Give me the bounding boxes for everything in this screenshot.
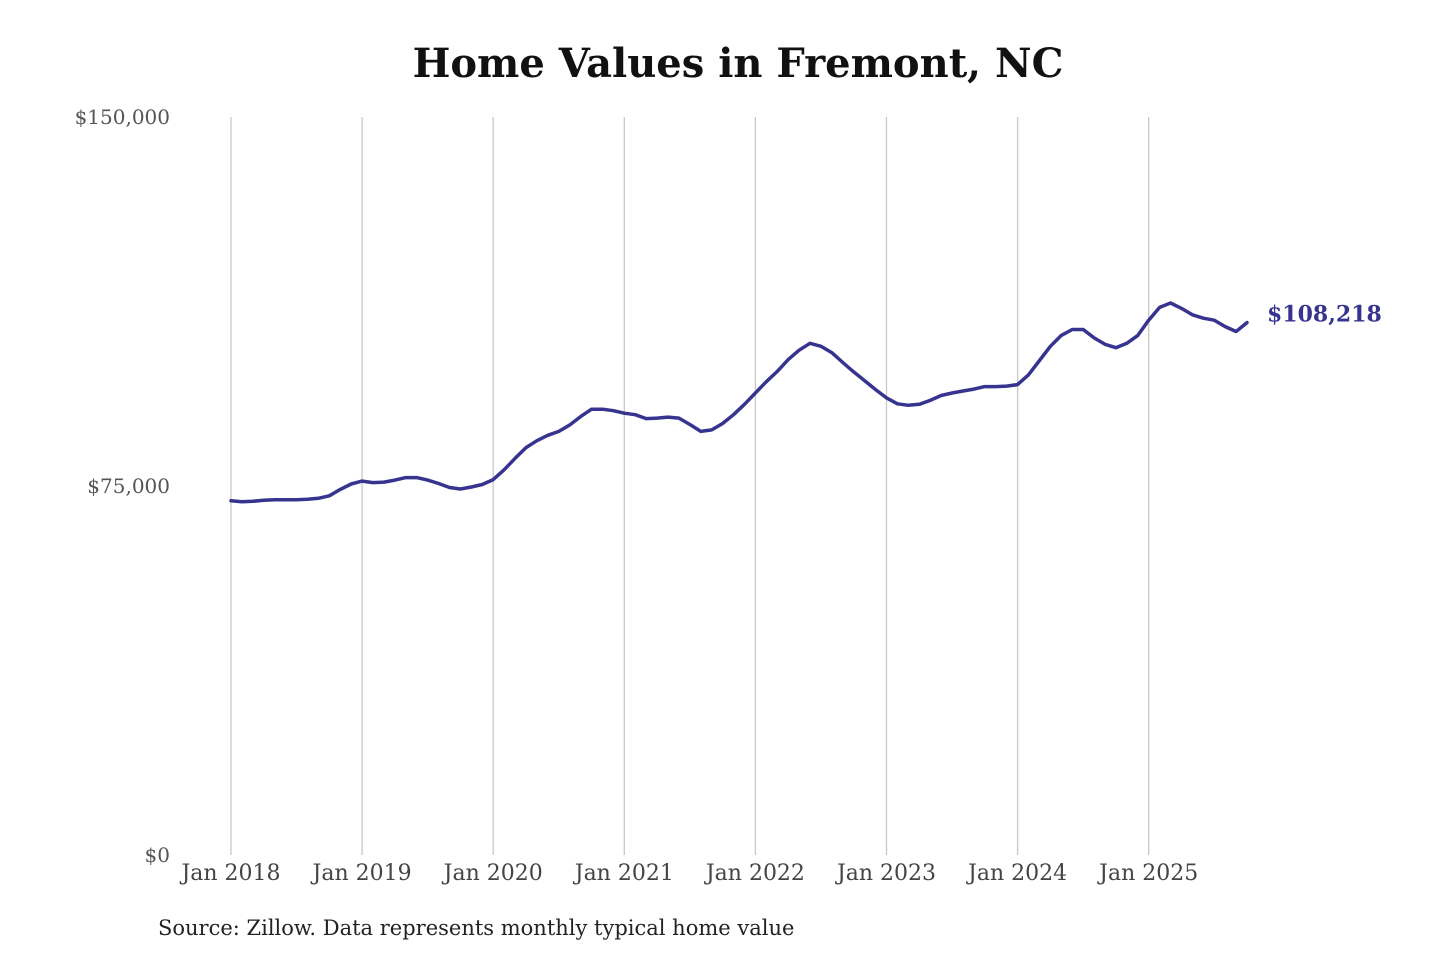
series-layer xyxy=(229,301,1249,504)
chart-title: Home Values in Fremont, NC xyxy=(412,40,1064,87)
y-tick-label: $75,000 xyxy=(87,474,170,498)
end-label-layer: $108,218 xyxy=(1267,302,1382,328)
x-tick-label: Jan 2022 xyxy=(704,861,805,886)
x-axis-tick-labels: Jan 2018 Jan 2019 Jan 2020 Jan 2021 Jan 2022… xyxy=(179,861,1198,886)
gridlines xyxy=(230,117,1150,855)
x-tick-label: Jan 2018 xyxy=(179,861,280,886)
x-tick-label: Jan 2020 xyxy=(442,861,543,886)
y-axis-tick-labels: $0 $75,000 $150,000 xyxy=(75,105,170,867)
x-tick-label: Jan 2024 xyxy=(966,861,1067,886)
x-tick-label: Jan 2025 xyxy=(1097,861,1198,886)
x-tick-label: Jan 2019 xyxy=(311,861,412,886)
end-value-label: $108,218 xyxy=(1267,302,1382,328)
y-tick-label: $150,000 xyxy=(75,105,170,129)
x-tick-label: Jan 2023 xyxy=(835,861,936,886)
y-tick-label: $0 xyxy=(145,843,170,867)
x-tick-label: Jan 2021 xyxy=(573,861,674,886)
source-note: Source: Zillow. Data represents monthly … xyxy=(158,916,795,940)
home-value-line xyxy=(229,301,1249,504)
